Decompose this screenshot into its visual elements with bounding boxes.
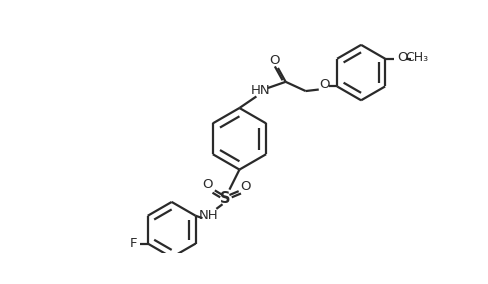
Text: O: O bbox=[319, 78, 329, 91]
Text: NH: NH bbox=[199, 209, 218, 222]
Text: O: O bbox=[240, 180, 250, 193]
Text: O: O bbox=[202, 179, 213, 191]
Text: HN: HN bbox=[251, 84, 270, 97]
Text: CH₃: CH₃ bbox=[404, 51, 427, 64]
Text: O: O bbox=[269, 54, 280, 67]
Text: F: F bbox=[130, 237, 137, 250]
Text: O: O bbox=[396, 51, 407, 64]
Text: S: S bbox=[220, 191, 230, 206]
